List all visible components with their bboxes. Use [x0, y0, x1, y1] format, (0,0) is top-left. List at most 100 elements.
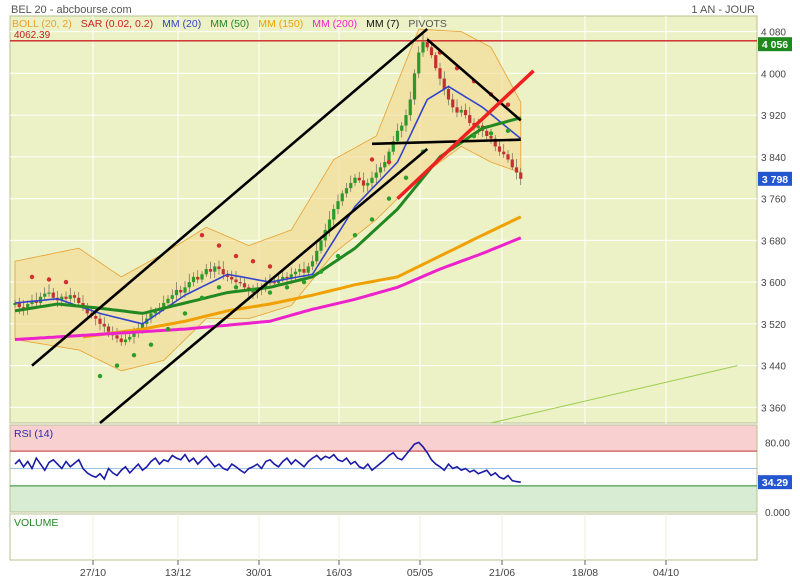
- candle-body: [153, 310, 157, 314]
- candle-body: [68, 295, 72, 299]
- candle-body: [225, 274, 230, 277]
- trendline: [490, 365, 738, 424]
- candle-body: [200, 274, 204, 280]
- candle-body: [123, 339, 128, 343]
- candle-body: [64, 296, 68, 299]
- volume-panel-label: VOLUME: [14, 517, 59, 529]
- candle-body: [115, 335, 119, 339]
- candle-body: [102, 323, 106, 327]
- candle-body: [489, 136, 493, 139]
- candle-body: [519, 172, 523, 179]
- rsi-y-tick-label: 80.00: [765, 438, 790, 449]
- candle-body: [132, 331, 136, 337]
- sar-dot: [267, 290, 273, 295]
- sar-dot: [199, 232, 205, 238]
- candle-body: [446, 89, 451, 100]
- sar-dot: [369, 157, 375, 162]
- candle-body: [404, 115, 408, 126]
- sar-dot: [148, 342, 154, 347]
- sar-dot: [386, 196, 392, 201]
- candle-body: [170, 295, 174, 299]
- candle-body: [378, 167, 383, 173]
- candle-body: [429, 47, 434, 56]
- sar-dot: [505, 102, 511, 107]
- legend-item[interactable]: MM (20): [162, 18, 202, 30]
- candle-body: [476, 125, 480, 129]
- series-line: [14, 236, 522, 341]
- sar-dot: [114, 363, 120, 368]
- sar-dot: [216, 285, 222, 290]
- candle-body: [340, 193, 344, 202]
- candle-body: [204, 269, 208, 275]
- sar-dot: [216, 243, 222, 248]
- candle-body: [497, 146, 502, 152]
- candle-body: [425, 42, 429, 48]
- candle-body: [174, 289, 179, 296]
- rsi-line: [14, 441, 521, 483]
- legend-item[interactable]: MM (200): [312, 18, 358, 30]
- candle-body: [106, 326, 111, 332]
- y-tick-label: 4 080: [761, 28, 786, 39]
- candle-body: [47, 292, 51, 294]
- reference-badge: 4 056: [762, 39, 788, 51]
- sar-dot: [352, 232, 358, 238]
- sar-dot: [284, 285, 290, 290]
- candle-body: [468, 115, 472, 123]
- x-tick-label: 13/12: [165, 567, 191, 579]
- sar-dot: [403, 175, 409, 180]
- candle-body: [77, 297, 81, 303]
- candle-body: [417, 52, 421, 74]
- trendline: [99, 148, 429, 424]
- rsi-last-badge-bg: [758, 475, 792, 490]
- y-tick-label: 3 840: [761, 153, 786, 164]
- candle-body: [149, 313, 153, 319]
- last-price-badge-bg: [758, 171, 792, 186]
- sar-dot: [505, 128, 511, 133]
- x-tick-label: 30/01: [246, 567, 272, 579]
- y-tick-label: 3 760: [761, 195, 786, 206]
- candle-body: [408, 99, 412, 116]
- candle-body: [370, 177, 374, 183]
- legend-item[interactable]: MM (50): [210, 18, 250, 30]
- candle-body: [353, 177, 357, 183]
- candle-body: [383, 162, 387, 168]
- candle-body: [217, 266, 221, 270]
- period-label[interactable]: 1 AN - JOUR: [691, 4, 755, 16]
- legend-item[interactable]: BOLL (20, 2): [12, 18, 72, 30]
- candle-body: [208, 269, 213, 272]
- sar-dot: [29, 274, 35, 280]
- candle-body: [412, 73, 417, 100]
- candle-body: [374, 172, 378, 178]
- candle-body: [332, 209, 336, 220]
- y-tick-label: 3 920: [761, 111, 786, 122]
- candle-body: [191, 276, 196, 283]
- candle-body: [230, 276, 234, 280]
- candle-body: [357, 177, 361, 181]
- y-tick-label: 3 680: [761, 236, 786, 247]
- sar-dot: [233, 285, 239, 290]
- x-tick-label: 21/06: [489, 567, 515, 579]
- candle-body: [119, 338, 123, 343]
- rsi-last-badge: 34.29: [762, 477, 788, 489]
- candle-body: [344, 188, 349, 194]
- legend-item[interactable]: MM (7): [366, 18, 400, 30]
- y-tick-label: 3 520: [761, 320, 786, 331]
- last-price-badge: 3 798: [762, 174, 788, 186]
- candle-body: [366, 182, 370, 186]
- legend-item[interactable]: SAR (0.02, 0.2): [80, 18, 154, 30]
- candle-body: [327, 219, 332, 230]
- candle-body: [361, 180, 366, 186]
- legend-item[interactable]: MM (150): [258, 18, 304, 30]
- sar-dot: [233, 253, 239, 259]
- candle-body: [43, 293, 47, 297]
- candle-body: [166, 298, 170, 303]
- candle-body: [391, 141, 395, 152]
- legend-item[interactable]: PIVOTS: [408, 18, 447, 30]
- sar-dot: [97, 373, 103, 379]
- candle-body: [349, 182, 353, 189]
- sar-dot: [165, 326, 171, 332]
- sar-dot: [335, 253, 341, 259]
- x-tick-label: 04/10: [653, 567, 679, 579]
- candle-body: [140, 323, 145, 329]
